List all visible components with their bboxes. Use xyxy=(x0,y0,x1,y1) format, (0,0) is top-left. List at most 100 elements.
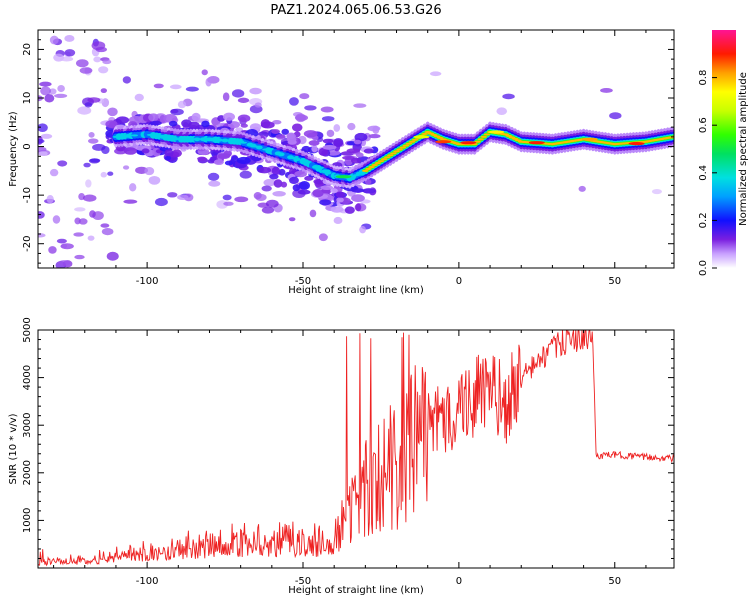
ridge-blob xyxy=(405,142,413,145)
ridge-blob xyxy=(262,148,269,151)
spectral-blob xyxy=(342,155,355,160)
noise-blob xyxy=(154,197,168,207)
ridge-blob xyxy=(371,163,379,167)
noise-blob xyxy=(167,192,178,198)
spectral-blob xyxy=(355,203,362,212)
noise-blob xyxy=(102,59,112,65)
noise-blob xyxy=(82,194,97,202)
noise-blob xyxy=(170,108,179,114)
ridge-blob xyxy=(402,144,410,147)
ridge-blob xyxy=(252,145,260,148)
ridge-blob xyxy=(377,160,385,163)
noise-blob xyxy=(222,92,230,102)
y-tick-label: 5000 xyxy=(22,317,33,342)
noise-blob xyxy=(87,138,99,144)
spectral-blob xyxy=(197,156,207,161)
noise-blob xyxy=(353,103,367,108)
noise-blob xyxy=(100,223,110,228)
spectral-blob xyxy=(362,188,376,194)
spectral-blob xyxy=(350,157,362,164)
spectral-blob xyxy=(213,159,224,166)
y-tick-label: 0 xyxy=(22,143,33,149)
spectral-blob xyxy=(191,112,201,122)
noise-blob xyxy=(134,93,144,102)
ridge-blob xyxy=(393,150,400,153)
x-tick-label: 50 xyxy=(608,276,621,287)
ridge-blob xyxy=(477,138,485,141)
ridge-blob xyxy=(411,138,419,141)
noise-blob xyxy=(237,97,250,103)
spectral-blob xyxy=(297,189,311,195)
noise-blob xyxy=(73,232,84,237)
noise-blob xyxy=(265,199,279,208)
ridge-blob xyxy=(227,139,235,143)
spectral-blob xyxy=(278,168,286,176)
spectral-blob xyxy=(224,160,234,166)
ridge-blob xyxy=(396,148,404,151)
noise-blob xyxy=(38,123,48,133)
noise-blob xyxy=(58,260,71,266)
noise-blob xyxy=(333,216,343,225)
noise-blob xyxy=(46,194,54,204)
hotspot xyxy=(413,135,430,139)
spectral-blob xyxy=(367,125,381,132)
y-tick-label: 10 xyxy=(22,92,33,105)
noise-blob xyxy=(106,251,119,261)
hotspot xyxy=(581,137,598,141)
y-tick-label: -10 xyxy=(22,187,33,203)
ridge-blob xyxy=(277,152,285,157)
y-tick-label: 3000 xyxy=(22,412,33,437)
noise-blob xyxy=(100,88,107,94)
noise-blob xyxy=(234,196,249,203)
colorbar-tick-label: 0.0 xyxy=(698,260,709,276)
spectral-blob xyxy=(171,149,182,158)
hotspot xyxy=(460,141,477,145)
noise-blob xyxy=(261,185,272,192)
ridge-blob xyxy=(112,135,120,138)
ridge-blob xyxy=(374,162,382,165)
ridge-blob xyxy=(383,156,391,159)
noise-blob xyxy=(320,106,334,113)
ridge-blob xyxy=(240,141,248,144)
spectral-blob xyxy=(150,120,162,126)
noise-blob xyxy=(77,106,92,115)
noise-blob xyxy=(239,170,252,179)
noise-blob xyxy=(600,88,613,93)
noise-blob xyxy=(87,97,101,103)
noise-blob xyxy=(101,228,114,236)
snr-panel: -100 -50 0 50 1000 2000 3000 4000 5000 Height o… xyxy=(8,317,675,596)
noise-blob xyxy=(38,211,45,219)
spectrogram-y-label: Frequency (Hz) xyxy=(8,111,19,187)
colorbar-label: Normalized spectral amplitude xyxy=(738,72,749,226)
x-tick-label: -50 xyxy=(295,276,311,287)
ridge-blob xyxy=(483,133,491,136)
noise-blob xyxy=(74,217,81,225)
noise-blob xyxy=(75,59,89,68)
hotspot xyxy=(488,130,505,134)
spectral-blob xyxy=(322,138,334,144)
ridge-blob xyxy=(193,137,201,142)
noise-blob xyxy=(122,76,131,84)
spectral-blob xyxy=(286,136,297,143)
noise-blob xyxy=(38,138,45,144)
ridge-blob xyxy=(146,133,154,136)
noise-blob xyxy=(288,217,296,222)
figure-title: PAZ1.2024.065.06.53.G26 xyxy=(270,3,441,18)
spectral-blob xyxy=(163,114,178,123)
hotspot xyxy=(335,175,352,179)
x-tick-label: -100 xyxy=(136,276,159,287)
ridge-blob xyxy=(299,159,307,164)
spectral-blob xyxy=(318,147,329,156)
ridge-blob xyxy=(390,152,397,155)
x-tick-label: 0 xyxy=(456,576,462,587)
noise-blob xyxy=(289,97,299,106)
noise-blob xyxy=(122,165,130,170)
hotspot xyxy=(528,141,545,145)
noise-blob xyxy=(148,176,161,185)
noise-blob xyxy=(123,199,138,204)
spectral-blob xyxy=(240,123,248,128)
spectral-blob xyxy=(336,197,344,203)
hotspot xyxy=(628,142,645,146)
noise-blob xyxy=(272,191,286,197)
